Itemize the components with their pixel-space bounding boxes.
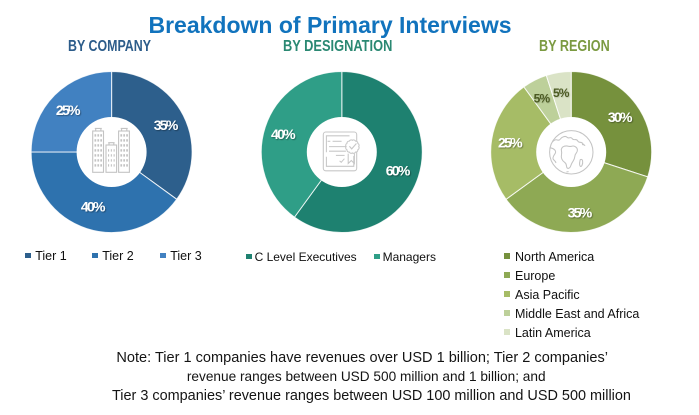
- svg-text:30%: 30%: [608, 109, 633, 125]
- svg-text:25%: 25%: [56, 102, 81, 118]
- svg-text:5%: 5%: [553, 86, 570, 100]
- svg-text:40%: 40%: [81, 198, 106, 214]
- svg-text:40%: 40%: [271, 126, 296, 142]
- svg-text:35%: 35%: [154, 117, 179, 133]
- svg-text:60%: 60%: [386, 163, 411, 179]
- svg-text:25%: 25%: [498, 135, 523, 151]
- svg-text:5%: 5%: [534, 92, 551, 106]
- svg-text:35%: 35%: [568, 205, 593, 221]
